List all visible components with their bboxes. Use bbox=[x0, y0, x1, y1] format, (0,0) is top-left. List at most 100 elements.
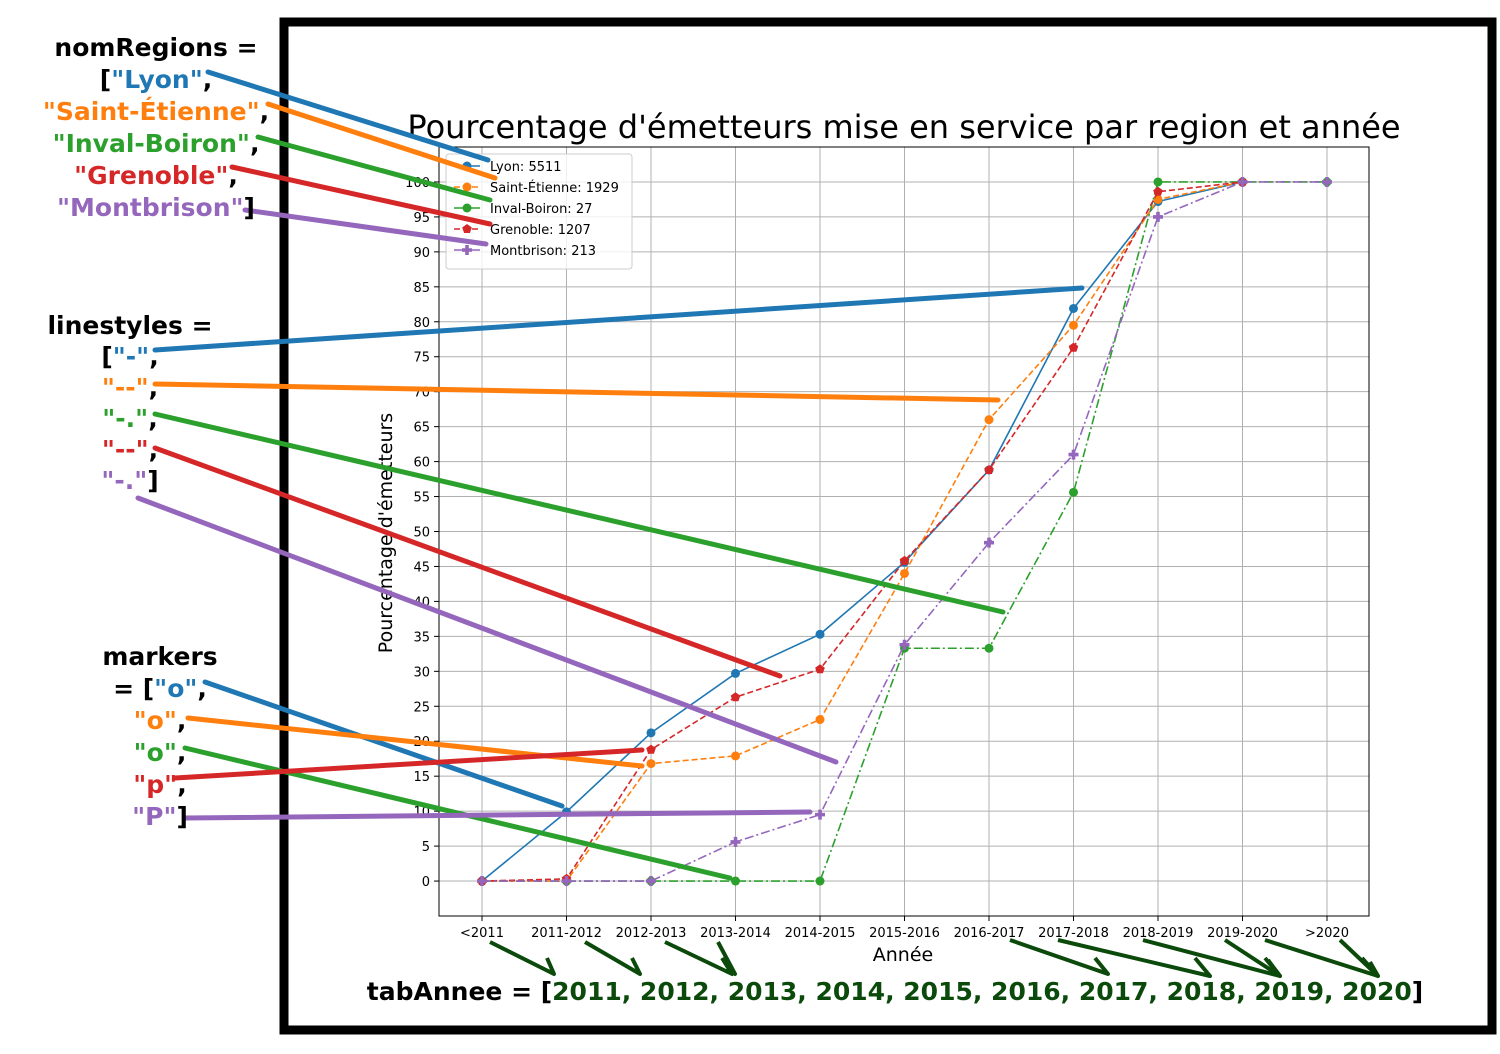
markers-item-part: , bbox=[197, 674, 207, 703]
y-tick-label: 75 bbox=[413, 351, 430, 366]
nomRegions-item-part: , bbox=[260, 97, 270, 126]
linestyles-item-part: "-" bbox=[113, 342, 149, 371]
y-tick-label: 60 bbox=[413, 456, 430, 471]
nomRegions-item: "Montbrison"] bbox=[57, 193, 255, 222]
data-point bbox=[1322, 176, 1332, 187]
data-point bbox=[462, 224, 472, 233]
nomRegions-item: "Inval-Boiron", bbox=[53, 129, 260, 158]
nomRegions-item-part: "Lyon" bbox=[111, 65, 203, 94]
data-point bbox=[984, 415, 994, 425]
data-point bbox=[900, 568, 909, 578]
linestyles-item-part: "--" bbox=[102, 435, 149, 464]
data-point bbox=[730, 692, 741, 702]
series-group bbox=[477, 176, 1332, 887]
legend-label: Grenoble: 1207 bbox=[490, 223, 591, 238]
year-arrow bbox=[1338, 938, 1380, 978]
data-point bbox=[731, 668, 740, 678]
data-point bbox=[1069, 303, 1078, 313]
data-point bbox=[477, 876, 487, 887]
year-arrow bbox=[489, 940, 556, 976]
linestyles-item-part: , bbox=[149, 373, 159, 402]
linestyles-item: "--", bbox=[102, 373, 158, 402]
markers-item-part: "o" bbox=[134, 706, 177, 735]
x-tick-label: 2012-2013 bbox=[616, 926, 687, 941]
linestyles-item-part: , bbox=[149, 342, 159, 371]
x-tick-label: 2014-2015 bbox=[785, 926, 856, 941]
nomRegions-item: ["Lyon", bbox=[100, 65, 213, 94]
data-point bbox=[984, 465, 994, 474]
data-point bbox=[1068, 342, 1079, 352]
data-point bbox=[984, 537, 994, 548]
y-tick-label: 35 bbox=[413, 630, 430, 645]
data-point bbox=[815, 664, 825, 674]
nomRegions-item: "Grenoble", bbox=[74, 161, 238, 190]
x-tick-label: 2016-2017 bbox=[954, 926, 1025, 941]
data-point bbox=[899, 555, 910, 565]
nomRegions-item-part: "Saint-Étienne" bbox=[43, 97, 260, 126]
annotation-arrow bbox=[185, 715, 645, 769]
plot-frame bbox=[438, 146, 1370, 917]
annotation-arrow bbox=[242, 207, 489, 247]
y-tick-label: 25 bbox=[413, 700, 430, 715]
tabAnnee-annotation: tabAnnee = [2011, 2012, 2013, 2014, 2015… bbox=[367, 977, 1423, 1006]
linestyles-item-part: , bbox=[148, 404, 158, 433]
year-arrow bbox=[1223, 938, 1282, 978]
linestyles-item-part: "-." bbox=[101, 466, 147, 495]
year-arrow bbox=[1057, 938, 1212, 978]
x-axis-label: Année bbox=[873, 944, 933, 966]
y-tick-label: 65 bbox=[413, 421, 430, 436]
data-point bbox=[984, 643, 994, 653]
grid bbox=[439, 147, 1369, 916]
legend-box bbox=[445, 153, 633, 270]
data-point bbox=[1153, 186, 1163, 196]
annotation-arrow bbox=[255, 134, 493, 203]
annotation-arrow bbox=[152, 285, 1085, 353]
markers-item-part: "o" bbox=[154, 674, 197, 703]
axis-ticks: <2011 2011-2012 2012-2013 2013-2014 2014-201… bbox=[405, 176, 1349, 941]
markers-item: "p", bbox=[133, 770, 186, 799]
series-line bbox=[481, 181, 1243, 882]
x-tick-label: 2019-2020 bbox=[1207, 926, 1278, 941]
data-point bbox=[462, 182, 472, 192]
tabAnnee-values: 2011, 2012, 2013, 2014, 2015, 2016, 2017… bbox=[552, 977, 1412, 1006]
markers-item-part: "P" bbox=[132, 802, 176, 831]
data-point bbox=[731, 751, 740, 761]
series-line bbox=[481, 181, 1243, 882]
data-point bbox=[646, 759, 656, 769]
data-point bbox=[815, 715, 825, 725]
markers-item: "o", bbox=[134, 706, 187, 735]
nomRegions-item-part: , bbox=[250, 129, 260, 158]
data-point bbox=[1069, 320, 1078, 330]
annotation-arrow bbox=[202, 679, 565, 809]
x-tick-label: 2017-2018 bbox=[1038, 926, 1109, 941]
x-tick-label: >2020 bbox=[1305, 926, 1349, 941]
markers-item: = ["o", bbox=[113, 674, 207, 703]
year-arrow bbox=[1009, 938, 1110, 976]
data-point bbox=[646, 728, 656, 738]
y-tick-label: 95 bbox=[413, 211, 430, 226]
markers-item-part: ] bbox=[176, 802, 187, 831]
data-point bbox=[1153, 211, 1163, 222]
y-tick-label: 5 bbox=[422, 840, 430, 855]
nomRegions-item-part: , bbox=[228, 161, 238, 190]
annotation-arrow bbox=[172, 747, 645, 781]
markers-heading: markers bbox=[102, 642, 217, 671]
chart-title: Pourcentage d'émetteurs mise en service … bbox=[407, 108, 1400, 146]
legend-label: Inval-Boiron: 27 bbox=[490, 202, 592, 217]
data-point bbox=[1069, 487, 1078, 497]
year-arrow bbox=[583, 940, 642, 976]
nomRegions-item-part: [ bbox=[100, 65, 111, 94]
linestyles-item-part: ] bbox=[147, 466, 158, 495]
legend: Lyon: 5511 Saint-Étienne: 1929 Inval-Boiro… bbox=[445, 153, 633, 270]
nomRegions-item-part: "Montbrison" bbox=[57, 193, 244, 222]
year-arrow bbox=[1142, 938, 1282, 978]
nomRegions-item-part: ] bbox=[244, 193, 255, 222]
annotation-arrow bbox=[152, 381, 1001, 403]
data-point bbox=[730, 836, 741, 847]
y-tick-label: 55 bbox=[413, 491, 430, 506]
annotation-arrows bbox=[135, 69, 1380, 978]
y-tick-label: 90 bbox=[413, 246, 430, 261]
linestyles-item-part: "--" bbox=[102, 373, 149, 402]
data-point bbox=[1237, 176, 1248, 187]
